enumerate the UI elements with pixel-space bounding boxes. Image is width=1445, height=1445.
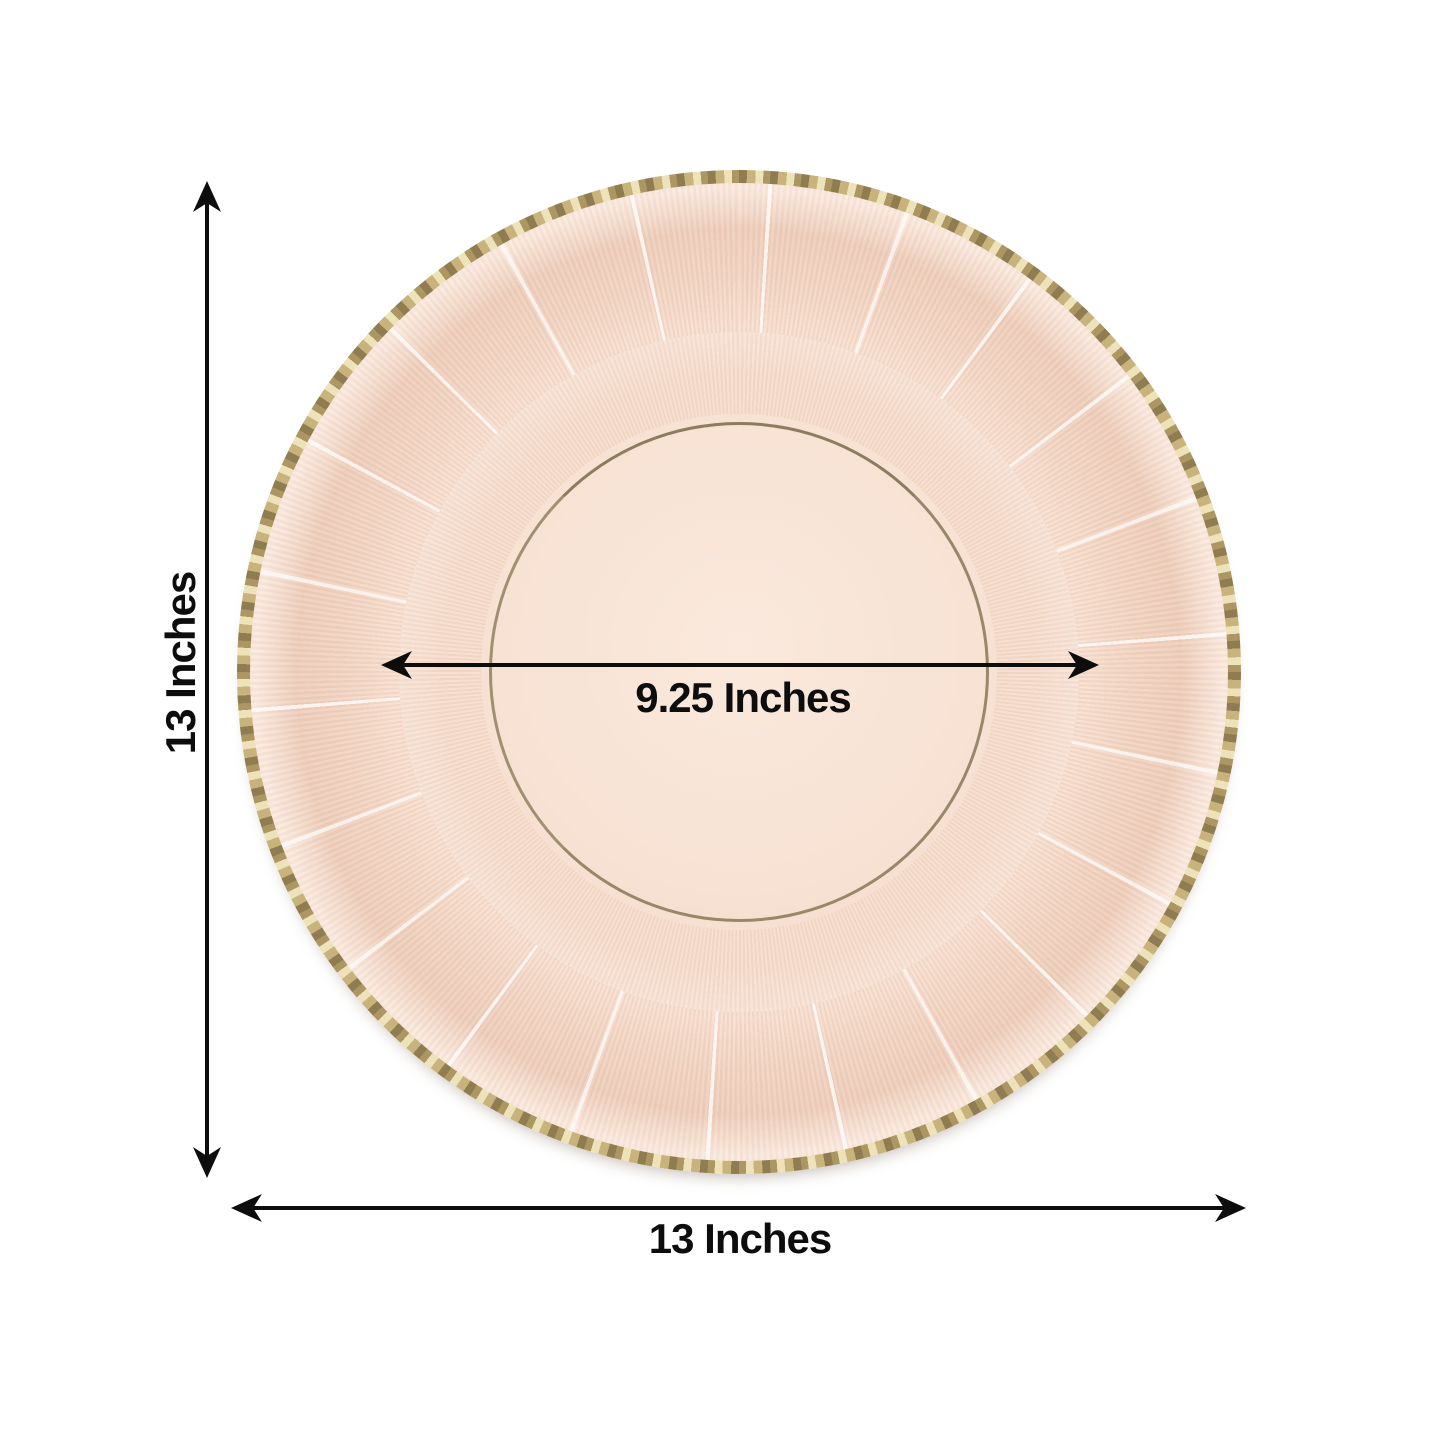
arrowhead-left-icon <box>381 651 412 679</box>
plate-image <box>237 170 1241 1174</box>
plate-gold-ring-line <box>489 422 989 922</box>
arrowhead-down-icon <box>193 1147 221 1178</box>
height-dimension-label: 13 Inches <box>157 571 204 755</box>
width-dimension-label: 13 Inches <box>648 1215 832 1262</box>
inner-diameter-dimension-label: 9.25 Inches <box>635 674 851 721</box>
width-arrow <box>231 1194 1246 1222</box>
arrowhead-up-icon <box>193 181 221 212</box>
arrowhead-left-icon <box>231 1194 262 1222</box>
arrowhead-right-icon <box>1215 1194 1246 1222</box>
arrowhead-right-icon <box>1068 651 1099 679</box>
inner-diameter-arrow <box>381 651 1099 679</box>
height-arrow <box>193 181 221 1178</box>
